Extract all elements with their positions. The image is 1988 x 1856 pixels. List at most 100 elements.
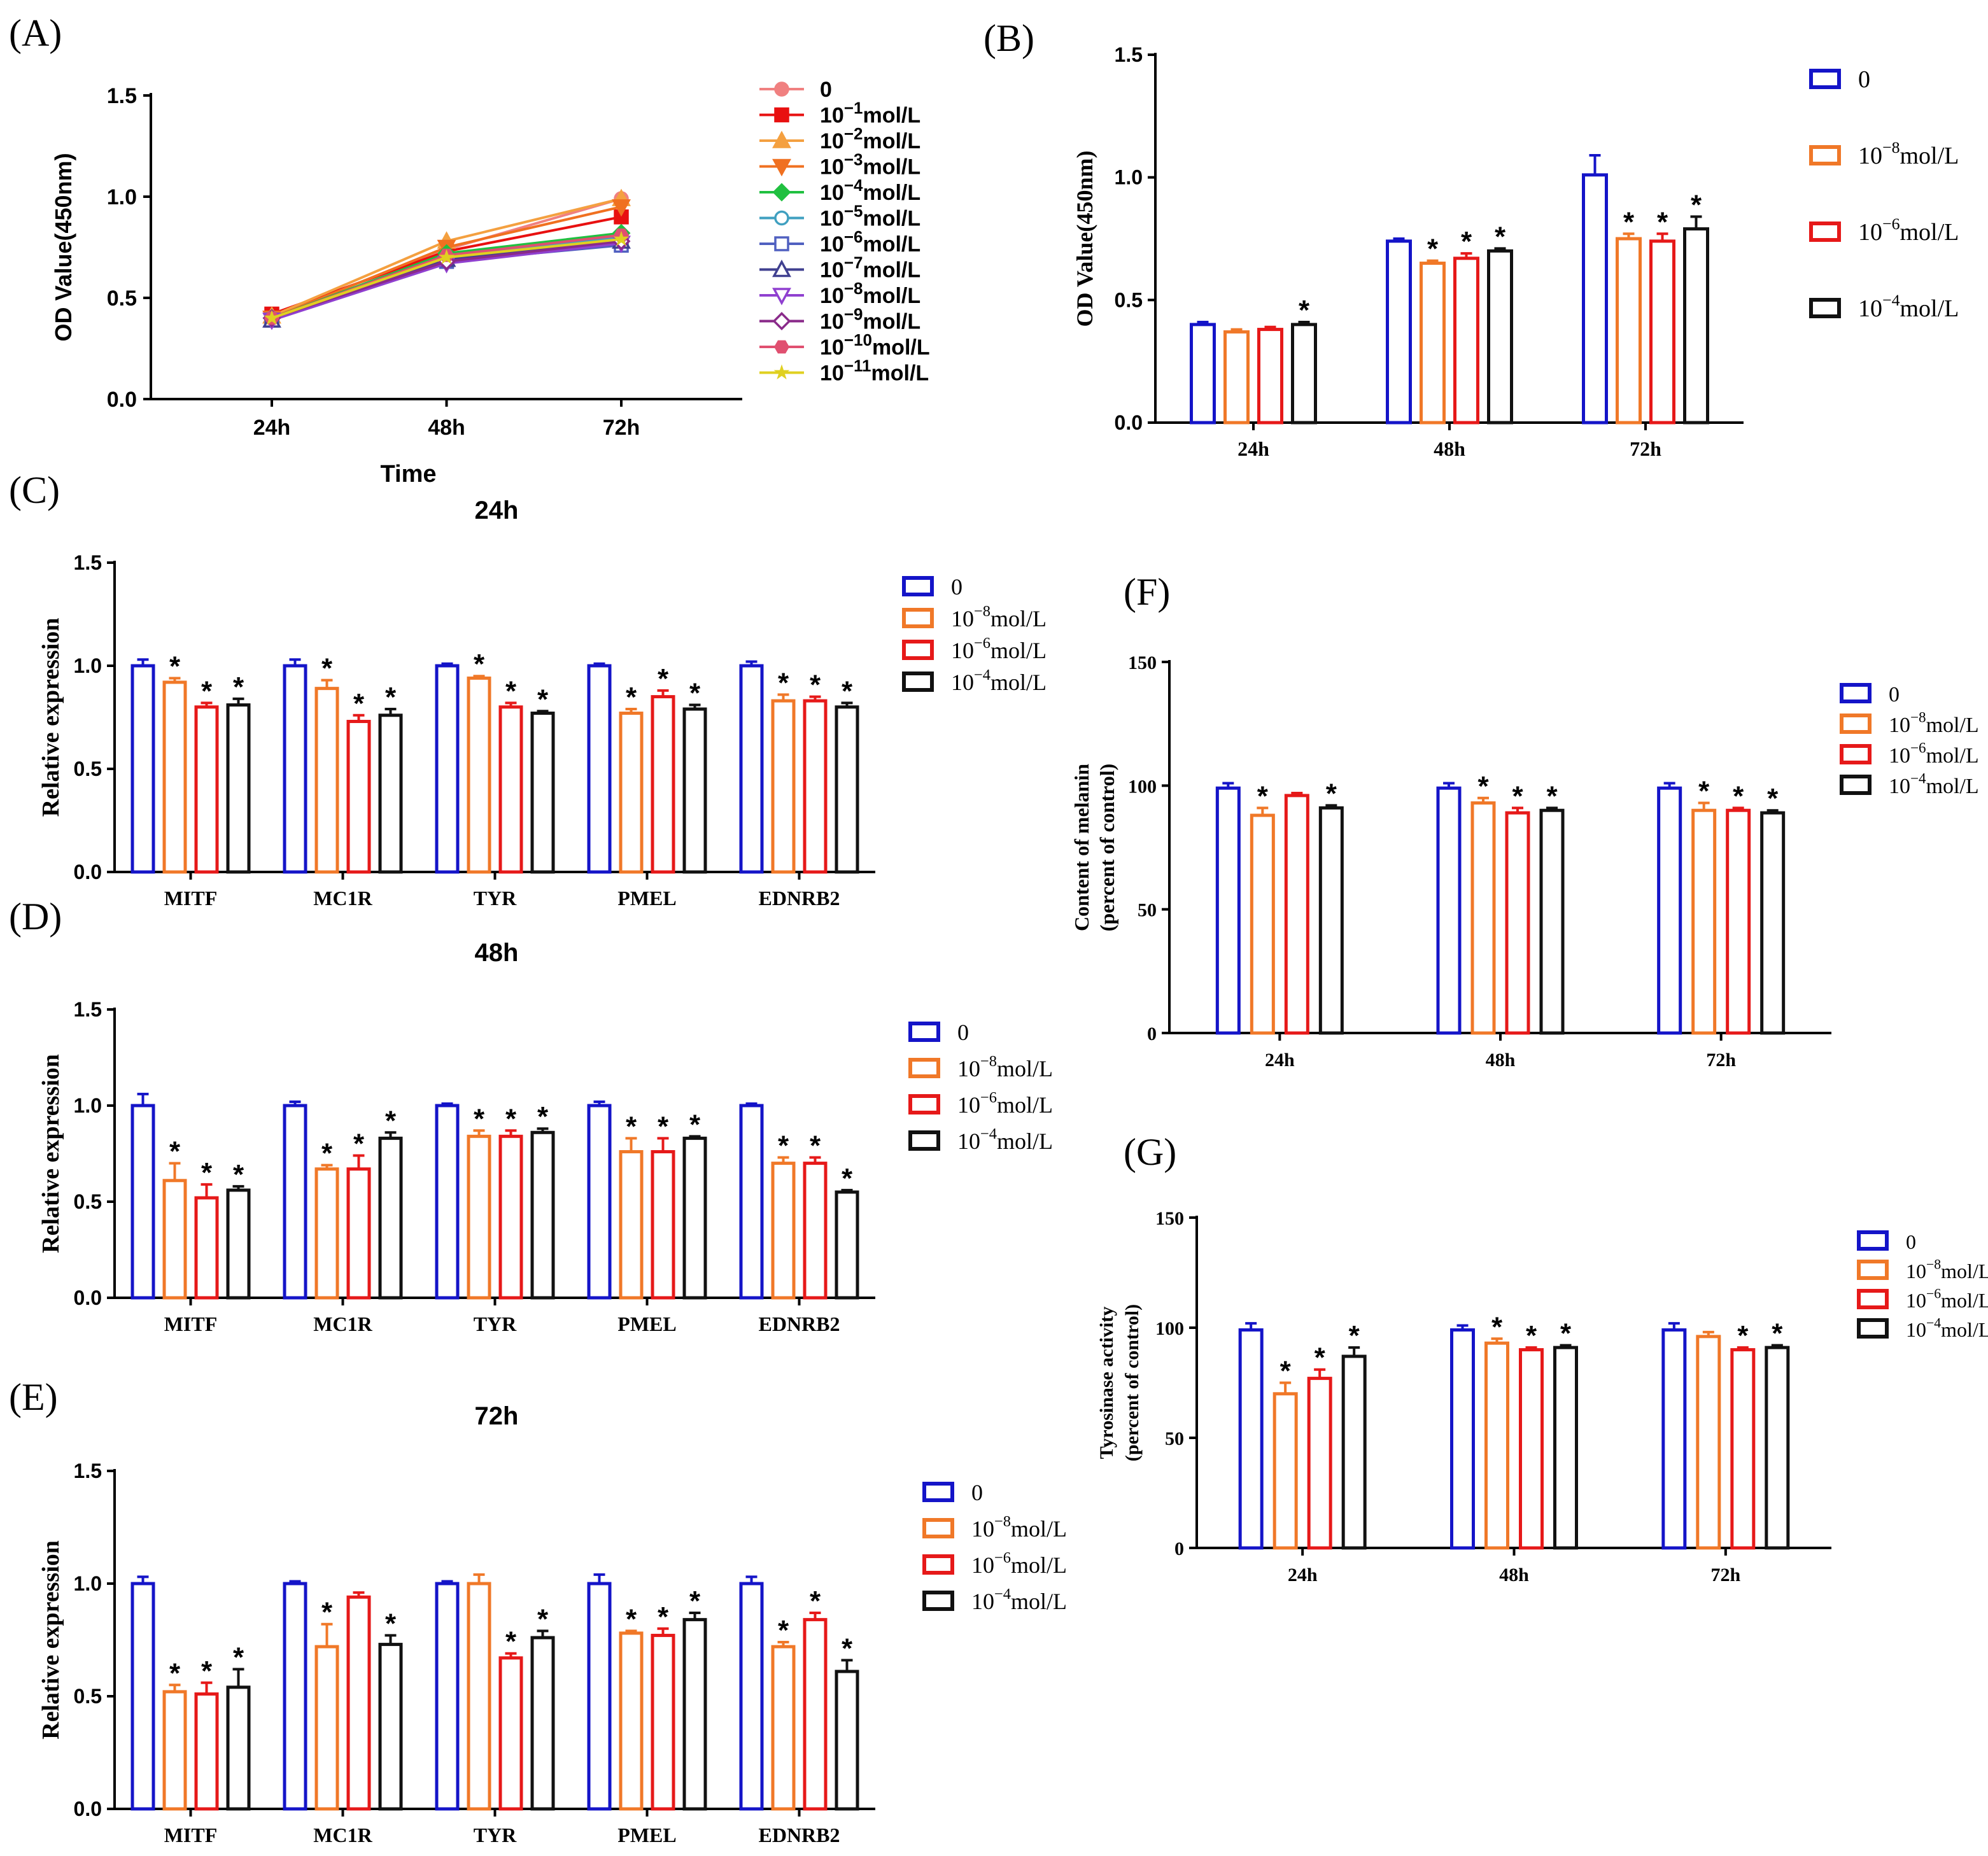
x-axis-title: Time [380,461,436,488]
bar [619,1149,644,1300]
legend-swatch [902,576,934,596]
bar [1582,173,1608,425]
bar [1436,786,1462,1035]
panel-B: (B) 0.0 0.5 1.0 1.5 OD Value(450nm) 24h * 48h * * *… [983,17,1959,460]
legend-swatch [1840,683,1872,703]
bar [314,1645,339,1811]
data-point [773,340,790,354]
significance-star: * [626,1603,637,1635]
significance-star: * [537,1603,549,1635]
legend-swatch [922,1554,954,1575]
bar [435,664,460,874]
bar [1760,811,1786,1035]
bar [619,712,644,874]
legend-label: 10−4mol/L [1889,771,1979,798]
significance-star: * [1491,1311,1503,1342]
bar [1484,1341,1509,1550]
x-tick-label: 72h [1710,1564,1740,1585]
legend-label: 10−8mol/L [957,1053,1053,1081]
bar [1238,1328,1264,1550]
legend-swatch [908,1130,940,1151]
y-tick-label: 100 [1155,1318,1184,1339]
bar [1539,808,1565,1035]
data-point [772,183,791,202]
y-tick-label: 0.0 [74,1286,102,1309]
y-axis-title: Relative expression [38,1540,64,1740]
bar [378,1136,403,1300]
bar [771,1162,796,1300]
panel-F: (F) 0 50 100 150 Content of melanin (percent o… [1070,571,1979,1071]
panel-title: 72h [475,1402,519,1430]
significance-star: * [658,1111,669,1142]
significance-star: * [505,1103,517,1134]
significance-star: * [689,1585,701,1617]
significance-star: * [1546,780,1558,812]
legend-swatch [908,1094,940,1114]
legend-label: 0 [1889,683,1900,707]
bar [587,1582,612,1811]
x-tick-label: TYR [474,887,517,910]
y-tick-label: 0.5 [1115,288,1143,311]
bar [682,707,707,874]
significance-star: * [689,1109,701,1140]
significance-star: * [1315,1342,1326,1374]
bar [1765,1346,1790,1550]
significance-star: * [201,1656,213,1687]
significance-star: * [537,684,549,715]
y-axis-title-line2: (percent of control) [1096,764,1118,932]
data-point [612,199,631,217]
panel-A: (A) 0.0 0.5 1.0 1.5 24h 48h 72h Time OD Value(450… [9,12,930,488]
legend-label: 10−9mol/L [820,305,920,334]
legend-swatch [1857,1260,1889,1280]
significance-star: * [778,1130,789,1162]
bar [619,1631,644,1811]
legend-label: 10−4mol/L [1858,291,1959,322]
significance-star: * [1427,234,1439,265]
bar [835,1190,859,1300]
bar [1649,239,1675,425]
significance-star: * [626,1111,637,1142]
legend-label: 0 [951,574,962,600]
panel-E: (E) 72h 0.0 0.5 1.0 1.5 Relative expression MIT… [9,1376,1067,1846]
legend-label: 10−10mol/L [820,330,930,360]
significance-star: * [1560,1318,1572,1349]
significance-star: * [233,1159,244,1190]
panel-C: (C) 24h 0.0 0.5 1.0 1.5 Relative expression MIT… [9,469,1047,910]
y-tick-label: 0.5 [74,1685,102,1708]
significance-star: * [1512,780,1523,812]
significance-star: * [1477,771,1489,802]
y-tick-label: 1.0 [74,1572,102,1595]
legend-swatch [1857,1289,1889,1309]
significance-star: * [626,682,637,713]
significance-star: * [1495,221,1506,252]
legend-label: 10−6mol/L [1906,1286,1988,1312]
legend-label: 10−8mol/L [971,1513,1067,1542]
data-point [264,309,280,325]
bar [346,1167,371,1300]
legend-swatch [1857,1230,1889,1251]
bar [1553,1346,1578,1550]
bar [283,1582,307,1811]
y-axis-title: Relative expression [38,618,64,817]
y-axis-title-line1: Relative expression [38,1054,64,1253]
bar [1257,328,1283,425]
bar [739,1582,764,1811]
legend-swatch [1840,775,1872,795]
significance-star: * [321,1597,333,1628]
significance-star: * [474,1103,485,1134]
significance-star: * [353,688,365,719]
significance-star: * [474,649,485,680]
legend-label: 10−8mol/L [951,603,1047,631]
y-axis-title-line1: Content of melanin [1070,764,1093,931]
bar [1386,239,1412,425]
bar [1683,227,1709,425]
significance-star: * [1691,189,1702,220]
significance-star: * [233,671,244,703]
data-point [774,236,789,251]
y-axis-title: OD Value(450nm) [1072,150,1097,327]
bar [771,1645,796,1811]
legend-swatch [1840,744,1872,764]
legend-swatch [1809,298,1841,318]
y-tick-label: 1.5 [107,84,137,108]
